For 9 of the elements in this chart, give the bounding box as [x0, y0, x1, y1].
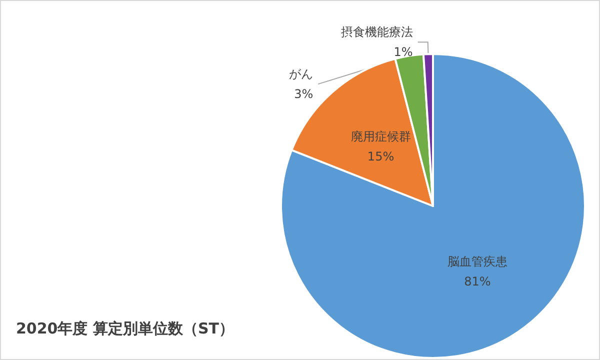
slice-label: がん — [289, 67, 314, 82]
data-label: 81% — [464, 274, 491, 288]
text: 2020年度 算定別単位数（ST） — [16, 320, 234, 338]
slice-label: 廃用症候群 — [350, 130, 411, 144]
data-label: 15% — [367, 150, 394, 164]
slice-label: 脳血管疾患 — [447, 254, 508, 268]
data-label: 3% — [294, 87, 314, 102]
data-label: 1% — [394, 45, 413, 60]
slice-label: 摂食機能療法 — [340, 25, 413, 40]
